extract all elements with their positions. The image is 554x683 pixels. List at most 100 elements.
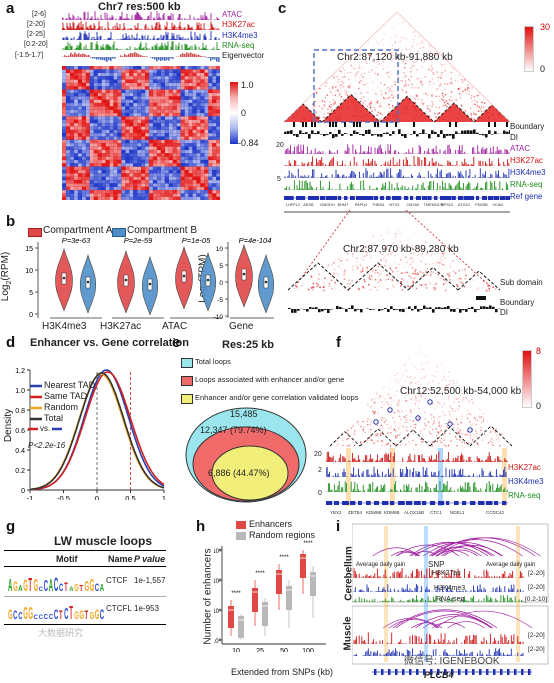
di-bar: [305, 132, 308, 134]
heatmap-cell: [212, 92, 217, 97]
contact-pixel: [353, 67, 356, 70]
contact-pixel: [316, 285, 319, 288]
heatmap-cell: [216, 189, 220, 194]
heatmap-cell: [204, 186, 209, 191]
contact-pixel: [441, 77, 444, 80]
contact-pixel: [324, 105, 326, 108]
heatmap-cell: [85, 166, 90, 171]
contact-pixel: [348, 85, 350, 87]
heatmap-cell: [212, 169, 217, 174]
heatmap-cell: [152, 163, 158, 167]
contact-pixel: [408, 49, 411, 51]
contact-pixel: [444, 279, 446, 282]
contact-pixel: [414, 398, 416, 400]
heatmap-cell: [113, 89, 118, 94]
heatmap-cell: [121, 66, 126, 70]
contact-pixel: [409, 53, 412, 56]
heatmap-cell: [184, 106, 189, 110]
contact-pixel: [422, 393, 425, 395]
contact-pixel: [416, 272, 419, 274]
heatmap-cell: [188, 72, 193, 77]
heatmap-cell: [73, 183, 79, 187]
contact-pixel: [402, 374, 404, 376]
heatmap-cell: [160, 166, 165, 171]
contact-pixel: [416, 368, 418, 370]
contact-pixel: [336, 76, 338, 78]
contact-pixel: [431, 413, 433, 415]
heatmap-cell: [69, 153, 75, 157]
contact-pixel: [397, 401, 400, 403]
heatmap-cell: [160, 109, 165, 114]
tad-triangle: [474, 104, 510, 122]
contact-pixel: [423, 370, 426, 372]
tick-label: 10¹: [214, 609, 221, 615]
contact-pixel: [387, 97, 389, 99]
boundary-mark: [506, 122, 508, 127]
f-track-scale-2: 2: [318, 467, 322, 474]
contact-pixel: [477, 443, 479, 445]
heatmap-cell: [141, 119, 146, 124]
di-bar: [488, 130, 491, 134]
contact-pixel: [392, 54, 394, 57]
di-bar: [320, 134, 323, 135]
contact-pixel: [368, 53, 370, 56]
contact-pixel: [382, 65, 384, 68]
contact-pixel: [370, 285, 372, 287]
contact-pixel: [452, 388, 454, 390]
contact-pixel: [495, 430, 497, 432]
heatmap-cell: [89, 143, 94, 147]
heatmap-cell: [69, 96, 75, 100]
heatmap-cell: [129, 112, 134, 117]
contact-pixel: [370, 420, 373, 422]
contact-pixel: [429, 52, 431, 54]
group-label-gene: Gene: [229, 321, 254, 332]
contact-pixel: [400, 385, 402, 387]
panel-label-i: i: [336, 518, 341, 535]
heatmap-cell: [152, 109, 158, 114]
contact-pixel: [404, 421, 406, 424]
heatmap-cell: [164, 193, 169, 197]
contact-pixel: [409, 54, 411, 56]
di-bar: [485, 134, 488, 138]
contact-pixel: [405, 369, 408, 371]
heatmap-cell: [93, 79, 98, 84]
contact-pixel: [408, 78, 409, 79]
contact-pixel: [442, 434, 445, 436]
heatmap-cell: [196, 163, 201, 167]
contact-pixel: [396, 425, 398, 428]
contact-pixel: [386, 430, 388, 433]
contact-pixel: [363, 427, 365, 429]
heatmap-cell: [137, 166, 142, 171]
contact-pixel: [386, 428, 388, 430]
contact-pixel: [470, 114, 473, 117]
contact-pixel: [378, 397, 380, 399]
heatmap-cell: [156, 76, 162, 80]
contact-pixel: [399, 236, 402, 238]
contact-pixel: [478, 92, 481, 94]
motif-letter: A: [69, 586, 74, 593]
heatmap-cell: [105, 96, 110, 100]
contact-pixel: [400, 232, 403, 235]
heatmap-cell: [148, 109, 154, 114]
gene-label: ARSB: [303, 203, 314, 207]
heatmap-cell: [105, 119, 110, 124]
heatmap-cell: [172, 163, 177, 167]
contact-pixel: [420, 430, 422, 432]
heatmap-cell: [176, 79, 181, 84]
boundary-mark: [344, 122, 346, 127]
contact-pixel: [381, 52, 384, 54]
contact-pixel: [421, 377, 423, 379]
heatmap-cell: [93, 179, 98, 184]
heatmap-cell: [125, 156, 130, 161]
contact-pixel: [346, 259, 348, 261]
contact-pixel: [416, 397, 418, 400]
heatmap-cell: [137, 163, 142, 167]
contact-pixel: [428, 281, 431, 283]
heatmap-cell: [89, 89, 94, 94]
heatmap-cell: [113, 99, 118, 104]
contact-pixel: [339, 260, 342, 262]
motif-letter: C: [18, 611, 22, 622]
heatmap-cell: [129, 86, 134, 90]
contact-pixel: [391, 47, 394, 50]
contact-pixel: [442, 96, 445, 98]
